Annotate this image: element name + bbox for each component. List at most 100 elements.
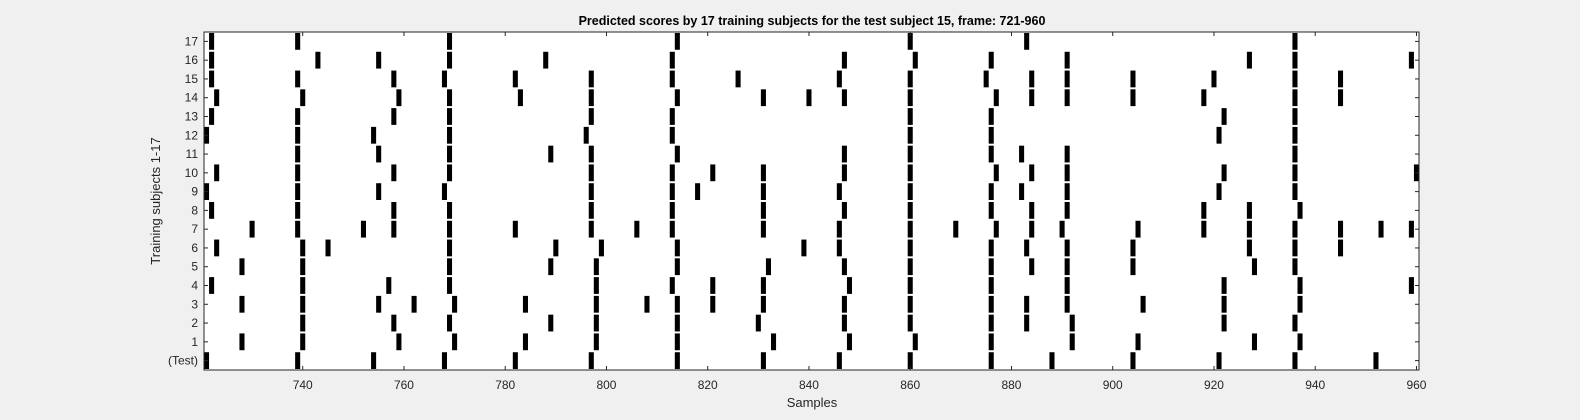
raster-mark xyxy=(1019,145,1025,163)
raster-mark xyxy=(841,89,847,107)
raster-mark xyxy=(300,277,306,294)
raster-mark xyxy=(801,239,807,257)
x-tick-label: 740 xyxy=(293,378,313,392)
raster-mark xyxy=(315,51,321,69)
raster-mark xyxy=(588,70,594,88)
y-tick-label: 10 xyxy=(185,166,199,180)
raster-mark xyxy=(1297,295,1303,313)
x-tick-label: 760 xyxy=(394,378,414,392)
raster-mark xyxy=(295,352,301,369)
raster-mark xyxy=(988,314,994,332)
raster-mark xyxy=(512,220,518,238)
raster-mark xyxy=(710,277,716,294)
raster-mark xyxy=(1251,258,1257,276)
raster-mark xyxy=(1201,220,1207,238)
raster-mark xyxy=(512,352,518,369)
raster-mark xyxy=(300,333,306,351)
raster-mark xyxy=(447,33,453,50)
raster-mark xyxy=(209,33,215,50)
raster-mark xyxy=(447,164,453,182)
y-tick-label: 4 xyxy=(191,279,198,293)
x-tick-label: 880 xyxy=(1001,378,1021,392)
raster-mark xyxy=(447,202,453,219)
raster-mark xyxy=(391,314,397,332)
raster-mark xyxy=(588,145,594,163)
raster-mark xyxy=(1029,89,1035,107)
raster-mark xyxy=(836,70,842,88)
y-tick-label: 8 xyxy=(191,203,198,217)
raster-mark xyxy=(1338,239,1344,257)
raster-mark xyxy=(1246,202,1252,219)
raster-mark xyxy=(695,183,701,200)
raster-mark xyxy=(1292,352,1298,369)
raster-mark xyxy=(1292,108,1298,125)
raster-mark xyxy=(907,164,913,182)
raster-mark xyxy=(669,108,675,125)
raster-mark xyxy=(396,89,402,107)
raster-mark xyxy=(674,145,680,163)
raster-mark xyxy=(1292,239,1298,257)
raster-mark xyxy=(295,183,301,200)
raster-mark xyxy=(988,108,994,125)
raster-mark xyxy=(988,202,994,219)
raster-mark xyxy=(841,145,847,163)
raster-mark xyxy=(1216,183,1222,200)
raster-mark xyxy=(1130,239,1136,257)
raster-mark xyxy=(674,89,680,107)
raster-mark xyxy=(765,258,771,276)
raster-mark xyxy=(1069,314,1075,332)
x-tick-label: 860 xyxy=(900,378,920,392)
raster-mark xyxy=(988,277,994,294)
raster-mark xyxy=(441,70,447,88)
raster-mark xyxy=(391,70,397,88)
raster-mark xyxy=(1019,183,1025,200)
plot-frame xyxy=(203,31,1420,371)
raster-mark xyxy=(1221,277,1227,294)
raster-mark xyxy=(1221,295,1227,313)
raster-mark xyxy=(1064,239,1070,257)
raster-mark xyxy=(209,277,215,294)
raster-mark xyxy=(452,333,458,351)
raster-mark xyxy=(522,295,528,313)
raster-mark xyxy=(1064,89,1070,107)
raster-mark xyxy=(912,333,918,351)
raster-mark xyxy=(988,126,994,144)
raster-mark xyxy=(1064,164,1070,182)
raster-mark xyxy=(1246,51,1252,69)
raster-mark xyxy=(1292,89,1298,107)
raster-mark xyxy=(993,89,999,107)
raster-mark xyxy=(588,108,594,125)
raster-mark xyxy=(1029,70,1035,88)
raster-mark xyxy=(295,108,301,125)
raster-mark xyxy=(1221,314,1227,332)
raster-mark xyxy=(598,239,604,257)
y-tick-label: 11 xyxy=(186,147,199,161)
raster-mark xyxy=(1059,220,1065,238)
raster-mark xyxy=(760,89,766,107)
raster-mark xyxy=(988,239,994,257)
raster-mark xyxy=(300,239,306,257)
raster-mark xyxy=(669,164,675,182)
raster-mark xyxy=(1297,333,1303,351)
raster-mark xyxy=(1024,239,1030,257)
raster-mark xyxy=(1292,33,1298,50)
raster-mark xyxy=(907,295,913,313)
raster-mark xyxy=(209,108,215,125)
raster-mark xyxy=(239,258,245,276)
raster-mark xyxy=(674,33,680,50)
raster-mark xyxy=(634,220,640,238)
raster-mark xyxy=(214,89,220,107)
raster-mark xyxy=(447,220,453,238)
raster-mark xyxy=(447,258,453,276)
raster-mark xyxy=(376,183,382,200)
raster-mark xyxy=(1221,164,1227,182)
raster-mark xyxy=(295,145,301,163)
y-tick-label: 14 xyxy=(185,91,199,105)
y-axis-label: Training subjects 1-17 xyxy=(148,137,163,264)
raster-mark xyxy=(1373,352,1379,369)
raster-mark xyxy=(674,352,680,369)
raster-mark xyxy=(1029,258,1035,276)
raster-mark xyxy=(1049,352,1055,369)
raster-mark xyxy=(1292,258,1298,276)
raster-mark xyxy=(376,295,382,313)
